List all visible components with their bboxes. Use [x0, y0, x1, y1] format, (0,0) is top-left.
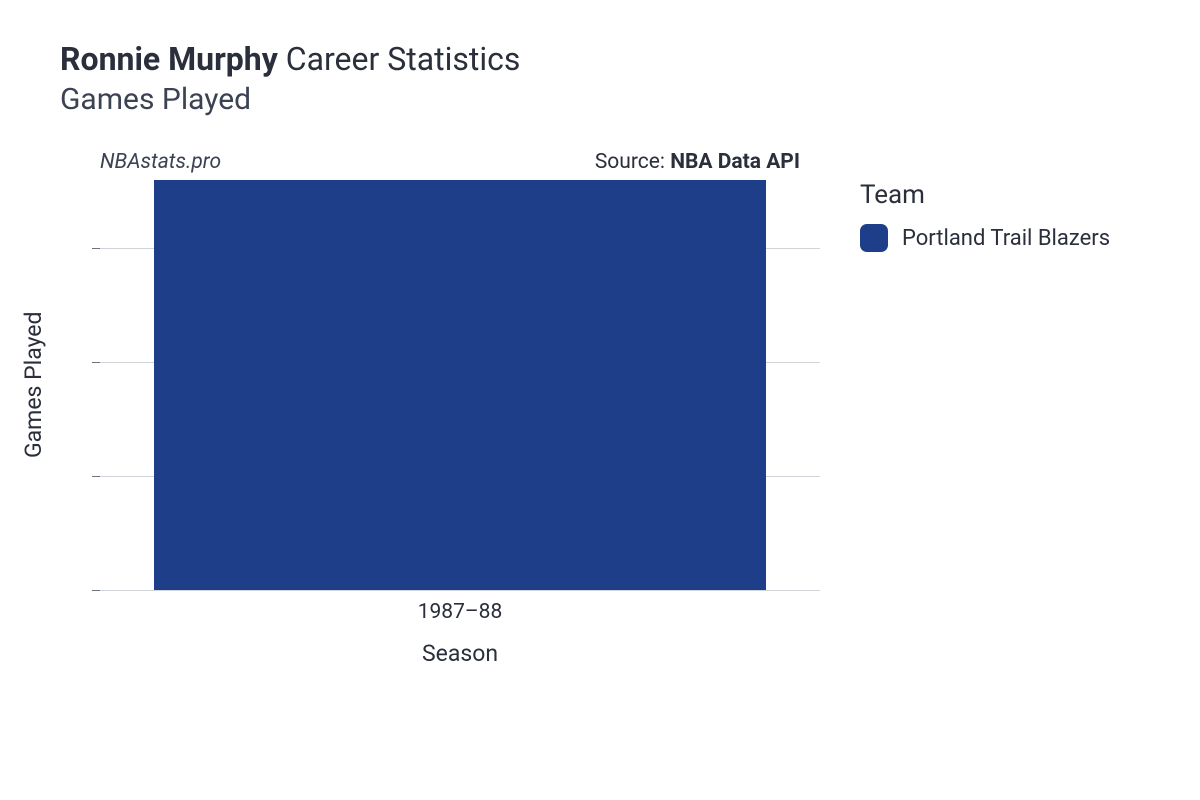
chart-title-line2: Games Played	[60, 82, 520, 117]
chart-title-line1: Ronnie Murphy Career Statistics	[60, 40, 520, 78]
y-tick	[92, 476, 100, 477]
source-label: Source: NBA Data API	[595, 150, 800, 174]
legend-item: Portland Trail Blazers	[860, 224, 1110, 252]
legend-items: Portland Trail Blazers	[860, 224, 1110, 252]
y-tick-label: 15	[0, 236, 88, 260]
y-tick-label: 0	[0, 578, 88, 602]
y-tick	[92, 362, 100, 363]
y-tick	[92, 248, 100, 249]
legend-swatch	[860, 224, 888, 252]
y-tick-label: 10	[0, 350, 88, 374]
x-tick-label: 1987–88	[418, 600, 503, 624]
legend-item-label: Portland Trail Blazers	[902, 226, 1110, 251]
gridline	[100, 590, 820, 591]
y-tick	[92, 590, 100, 591]
x-axis-title: Season	[100, 640, 820, 667]
brand-label: NBAstats.pro	[100, 150, 221, 174]
y-tick-label: 5	[0, 464, 88, 488]
bar	[154, 180, 766, 590]
subhead-row: NBAstats.pro Source: NBA Data API	[100, 150, 800, 174]
chart-title-block: Ronnie Murphy Career Statistics Games Pl…	[60, 40, 520, 117]
player-name: Ronnie Murphy	[60, 40, 278, 78]
legend: Team Portland Trail Blazers	[860, 180, 1110, 252]
chart-container: Ronnie Murphy Career Statistics Games Pl…	[0, 0, 1200, 800]
source-name: NBA Data API	[670, 150, 800, 174]
legend-title: Team	[860, 180, 1110, 210]
plot-area	[100, 180, 820, 590]
source-prefix: Source:	[595, 150, 670, 174]
title-suffix: Career Statistics	[286, 40, 521, 78]
